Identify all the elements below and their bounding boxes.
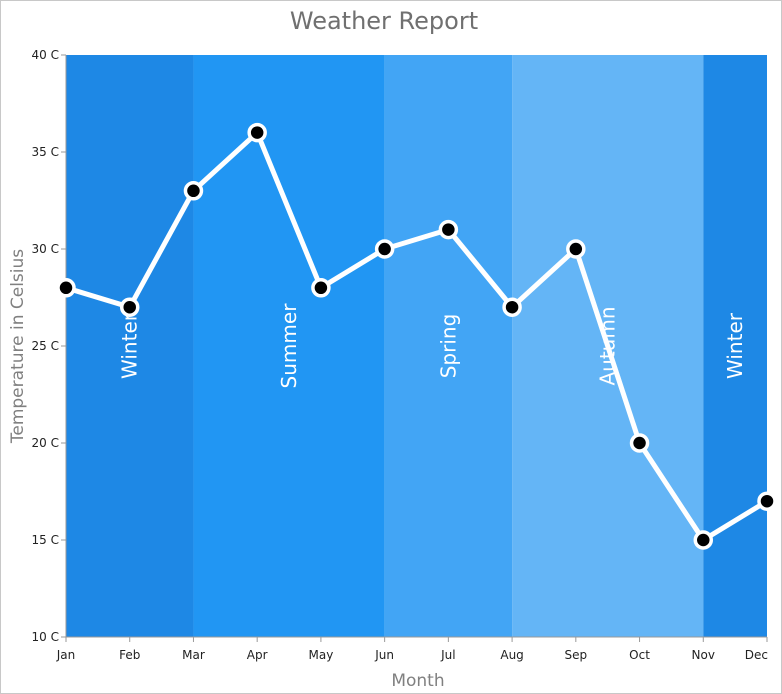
data-point [247, 122, 267, 143]
data-point [119, 297, 140, 317]
x-tick-label: May [309, 648, 334, 662]
data-point [566, 239, 586, 259]
x-tick-label: Jun [374, 648, 394, 662]
x-tick-label: Oct [629, 648, 650, 662]
series-layer [56, 122, 777, 550]
band-spring [384, 55, 513, 637]
band-label-spring: Spring [436, 314, 460, 379]
x-tick-label: Aug [500, 648, 523, 662]
y-tick-label: 10 C [32, 630, 59, 644]
x-tick-label: Feb [119, 648, 140, 662]
season-labels: Winter Summer Spring Autumn Winter [118, 303, 747, 389]
y-tick-label: 25 C [32, 339, 59, 353]
y-axis-title: Temperature in Celsius [8, 249, 28, 444]
data-point [311, 278, 331, 298]
data-point [502, 297, 522, 317]
x-tick-label: Jul [440, 648, 455, 662]
data-point [374, 239, 395, 259]
x-tick-label: Mar [182, 648, 205, 662]
chart-title: Weather Report [290, 7, 478, 35]
band-label-summer: Summer [277, 303, 301, 389]
band-label-winter: Winter [118, 312, 142, 379]
data-point [629, 433, 650, 453]
x-axis-title: Month [391, 671, 444, 691]
band-winter [703, 55, 767, 637]
data-point [757, 491, 777, 511]
y-tick-label: 30 C [32, 242, 59, 256]
data-point [183, 181, 204, 201]
axes: 10 C 15 C 20 C 25 C 30 C 35 C 40 C Jan Feb Mar Apr… [32, 48, 768, 662]
x-tick-label: Nov [692, 648, 715, 662]
y-tick-label: 35 C [32, 145, 59, 159]
y-tick-label: 20 C [32, 436, 59, 450]
data-point [56, 278, 76, 298]
season-bands [66, 55, 767, 637]
x-tick-label: Sep [565, 648, 588, 662]
band-winter [66, 55, 194, 637]
x-tick-label: Jan [56, 648, 76, 662]
x-tick-label: Dec [745, 648, 768, 662]
data-point [693, 530, 714, 550]
band-summer [193, 55, 385, 637]
y-tick-label: 40 C [32, 48, 59, 62]
y-tick-label: 15 C [32, 533, 59, 547]
series-line [63, 130, 770, 543]
data-point [438, 219, 459, 240]
band-label-winter: Winter [723, 312, 747, 379]
x-tick-label: Apr [247, 648, 268, 662]
